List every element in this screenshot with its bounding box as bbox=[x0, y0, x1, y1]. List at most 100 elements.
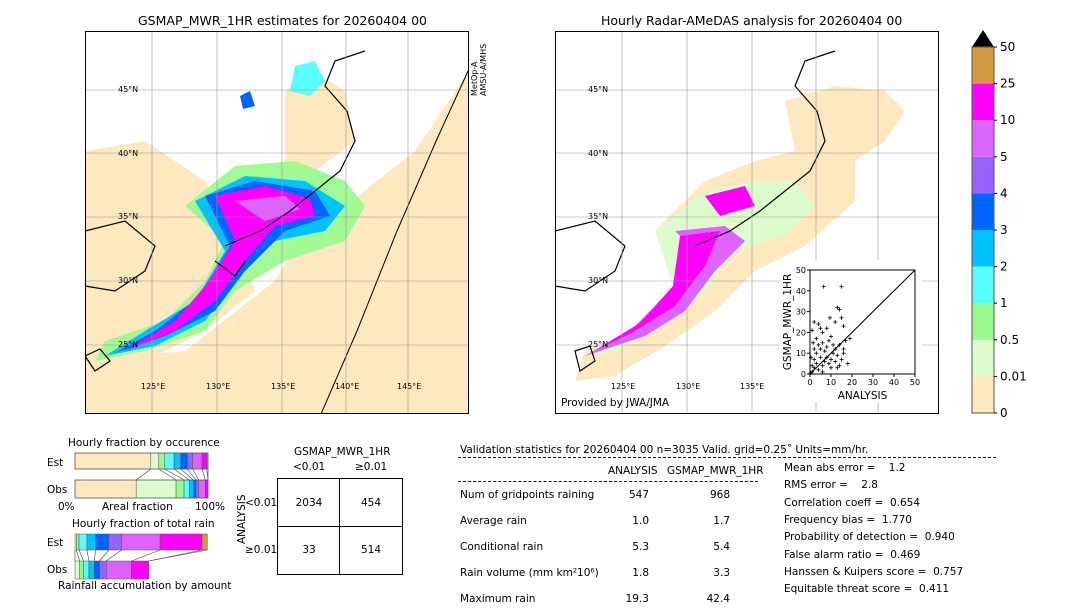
x-tick-0: 0% bbox=[58, 501, 75, 513]
bar-segment-est bbox=[164, 452, 175, 470]
bar-segment-est bbox=[201, 533, 208, 551]
bar-segment-obs bbox=[79, 560, 84, 580]
row-label: <0.01 bbox=[245, 497, 278, 509]
stats-col-analysis: ANALYSIS bbox=[608, 465, 658, 477]
occurrence-title: Hourly fraction by occurence bbox=[68, 437, 220, 449]
scatter-point bbox=[826, 338, 831, 343]
connector-line bbox=[106, 549, 122, 562]
score-item: Probability of detection = 0.940 bbox=[784, 531, 955, 544]
bar-segment-obs bbox=[74, 560, 80, 580]
bar-segment-est bbox=[76, 533, 80, 551]
y-tick-label: 50 bbox=[796, 266, 806, 275]
lon-label: 130°E bbox=[676, 382, 701, 391]
scatter-point bbox=[812, 347, 817, 352]
scatter-point bbox=[824, 326, 829, 331]
bar-segment-obs bbox=[88, 560, 95, 580]
y-tick-label: 40 bbox=[796, 287, 806, 296]
stats-col-gsmap: GSMAP_MWR_1HR bbox=[667, 465, 764, 477]
scatter-point bbox=[831, 351, 836, 356]
stat-value: 547 bbox=[628, 489, 649, 501]
bar-segment-obs bbox=[83, 560, 90, 580]
scatter-point bbox=[824, 344, 829, 349]
bar-segment-est bbox=[158, 452, 166, 470]
scatter-point bbox=[829, 365, 833, 370]
stat-label: Average rain bbox=[460, 515, 527, 527]
one-to-one-line bbox=[809, 269, 916, 375]
colorbar-tick-label: 1 bbox=[1000, 296, 1008, 310]
scatter-point bbox=[835, 305, 840, 310]
scatter-point bbox=[822, 349, 827, 354]
bar-segment-est bbox=[74, 452, 152, 470]
bar-segment-obs bbox=[94, 560, 100, 580]
scatter-point bbox=[843, 338, 848, 343]
bar-segment-est bbox=[192, 452, 203, 470]
cell: 514 bbox=[360, 544, 382, 556]
colorbar-tick-label: 0.01 bbox=[1000, 369, 1027, 383]
bar-segment-est bbox=[121, 533, 161, 551]
lon-label: 135°E bbox=[740, 382, 765, 391]
lat-label: 45°N bbox=[588, 85, 609, 94]
scatter-point bbox=[841, 324, 846, 329]
connector-line bbox=[192, 468, 199, 481]
score-item: Correlation coeff = 0.654 bbox=[784, 496, 920, 509]
bar-segment-est bbox=[180, 452, 188, 470]
contingency-table: 2034 454 33 514 bbox=[277, 478, 403, 575]
scatter-point bbox=[833, 359, 838, 364]
bar-segment-est bbox=[108, 533, 122, 551]
colorbar-swatch bbox=[972, 230, 994, 267]
occurrence-xlabel: Areal fraction bbox=[102, 501, 173, 513]
scatter-point bbox=[812, 320, 817, 324]
connector-line bbox=[78, 549, 84, 562]
colorbar-tick-label: 5 bbox=[1000, 150, 1008, 164]
lon-label: 125°E bbox=[611, 382, 636, 391]
stat-value: 42.4 bbox=[706, 593, 730, 605]
scatter-point bbox=[829, 357, 833, 362]
scatter-point bbox=[820, 363, 825, 368]
stat-value: 1.8 bbox=[632, 567, 649, 579]
connector-line bbox=[86, 549, 90, 562]
right-map-title: Hourly Radar-AMeDAS analysis for 2026040… bbox=[601, 13, 903, 28]
y-axis-label: GSMAP_MWR_1HR bbox=[782, 274, 794, 370]
scatter-point bbox=[812, 365, 817, 370]
scatter-point bbox=[810, 363, 815, 368]
bar-segment-obs bbox=[106, 560, 132, 580]
scatter-point bbox=[833, 320, 838, 324]
bar-segment-est bbox=[201, 452, 207, 470]
scatter-point bbox=[820, 340, 825, 345]
stat-value: 3.3 bbox=[713, 567, 730, 579]
col-label: <0.01 bbox=[293, 461, 326, 473]
stat-label: Conditional rain bbox=[460, 541, 544, 553]
bar-segment-obs bbox=[183, 479, 190, 499]
stat-label: Rain volume (mm km²10⁶) bbox=[460, 567, 599, 579]
connector-line bbox=[158, 468, 177, 481]
lon-label: 145°E bbox=[397, 382, 422, 391]
bar-segment-est bbox=[187, 452, 193, 470]
x-tick-label: 10 bbox=[826, 378, 836, 387]
bar-segment-obs bbox=[205, 479, 209, 499]
connector-line bbox=[180, 468, 194, 481]
bar-segment-obs bbox=[175, 479, 185, 499]
bar-segment-obs bbox=[74, 479, 137, 499]
stat-label: Maximum rain bbox=[460, 593, 536, 605]
satellite-label: MetOp-A AMSU-A/MHS bbox=[470, 43, 488, 96]
lon-label: 130°E bbox=[206, 382, 231, 391]
colorbar-tick-label: 10 bbox=[1000, 113, 1015, 127]
occurrence-bars bbox=[74, 452, 209, 499]
stats-header: Validation statistics for 20260404 00 n=… bbox=[460, 444, 869, 456]
cell: 2034 bbox=[295, 497, 323, 509]
colorbar-swatch bbox=[972, 376, 994, 413]
colorbar-extend-arrow bbox=[972, 30, 994, 47]
est-label: Est bbox=[47, 537, 64, 549]
colorbar-tick-label: 4 bbox=[1000, 186, 1008, 200]
scatter-point bbox=[837, 363, 842, 368]
scatter-plot: 0 10 20 30 40 50 0 10 20 30 40 50 ANALYSIS GSMAP_MWR_… bbox=[782, 266, 920, 402]
scatter-point bbox=[818, 355, 823, 360]
scatter-point bbox=[814, 361, 819, 366]
colorbar-tick-label: 0 bbox=[1000, 406, 1008, 420]
lat-label: 40°N bbox=[118, 149, 139, 158]
scatter-point bbox=[816, 367, 821, 372]
colorbar: 0 0.01 0.5 1 2 3 4 5 10 25 50 bbox=[971, 30, 1027, 420]
bar-segment-est bbox=[159, 533, 203, 551]
colorbar-tick-label: 50 bbox=[1000, 40, 1015, 54]
bar-segment-obs bbox=[193, 479, 197, 499]
